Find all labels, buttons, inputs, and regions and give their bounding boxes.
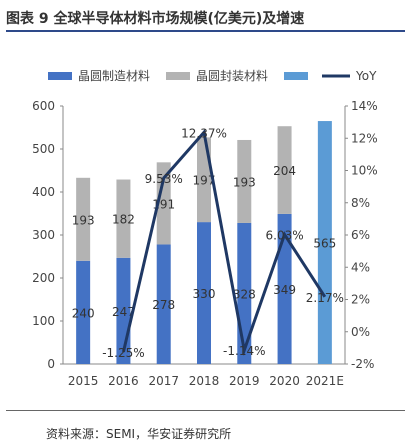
bar-wafer-materials [156, 244, 171, 364]
legend-label: YoY [355, 69, 377, 83]
bar-value-label: 330 [193, 287, 216, 301]
right-tick-label: 8% [351, 196, 370, 210]
yoy-line [121, 128, 327, 356]
bar-wafer-materials [76, 260, 91, 364]
right-tick-label: 0% [351, 325, 370, 339]
bar-wafer-materials [277, 213, 292, 364]
bar-value-label: 193 [233, 175, 256, 189]
right-tick-label: 10% [351, 164, 378, 178]
bar-value-label: 204 [273, 164, 296, 178]
bar-value-label: 240 [72, 306, 95, 320]
chart-title: 图表 9 全球半导体材料市场规模(亿美元)及增速 [6, 11, 305, 27]
x-tick-label: 2016 [108, 374, 139, 388]
x-tick-label: 2019 [229, 374, 260, 388]
bar-packaging-materials [76, 177, 91, 261]
bar-value-label: 197 [193, 174, 216, 188]
legend-swatch [166, 72, 190, 80]
title-divider [6, 30, 405, 32]
yoy-value-label: -1.25% [102, 346, 144, 360]
legend-swatch [48, 72, 72, 80]
bar-value-label: 247 [112, 305, 135, 319]
right-tick-label: 4% [351, 260, 370, 274]
x-tick-label: 2017 [148, 374, 179, 388]
yoy-value-label: 2.17% [306, 291, 344, 305]
bar-packaging-materials [156, 162, 171, 245]
bar-value-label: 278 [152, 298, 175, 312]
right-tick-label: 12% [351, 131, 378, 145]
x-tick-label: 2015 [68, 374, 99, 388]
bar-value-label: 328 [233, 287, 256, 301]
right-tick-label: -2% [351, 357, 374, 371]
bar-total-2021e [317, 121, 332, 364]
left-tick-label: 100 [32, 314, 55, 328]
bar-packaging-materials [277, 126, 292, 214]
bar-value-label: 349 [273, 283, 296, 297]
left-tick-label: 400 [32, 185, 55, 199]
bar-value-label: 565 [313, 237, 336, 251]
bar-wafer-materials [197, 222, 211, 364]
x-tick-label: 2020 [269, 374, 300, 388]
legend-label: 晶圆制造材料 [78, 69, 150, 83]
bar-packaging-materials [237, 139, 252, 223]
source-divider [6, 410, 405, 411]
left-tick-label: 0 [47, 357, 55, 371]
left-tick-label: 500 [32, 142, 55, 156]
bar-value-label: 182 [112, 213, 135, 227]
yoy-value-label: -1.14% [223, 344, 265, 358]
right-tick-label: 14% [351, 99, 378, 113]
legend-swatch [284, 72, 308, 80]
legend-label: 晶圆封装材料 [196, 69, 268, 83]
right-tick-label: 2% [351, 293, 370, 307]
yoy-value-label: 9.53% [145, 172, 183, 186]
source-note: 资料来源：SEMI，华安证券研究所 [46, 427, 232, 441]
x-tick-label: 2021E [306, 374, 344, 388]
x-tick-label: 2018 [189, 374, 220, 388]
bar-packaging-materials [116, 179, 131, 258]
yoy-value-label: 12.37% [181, 126, 227, 140]
left-tick-label: 300 [32, 228, 55, 242]
left-tick-label: 600 [32, 99, 55, 113]
bar-value-label: 193 [72, 213, 95, 227]
chart: 0 100 200 300 400 500 600 -2% 0% 2% 4% 6% 8% 10% 12% 14… [32, 69, 378, 388]
right-tick-label: 6% [351, 228, 370, 242]
left-tick-label: 200 [32, 271, 55, 285]
yoy-value-label: 6.03% [266, 229, 304, 243]
